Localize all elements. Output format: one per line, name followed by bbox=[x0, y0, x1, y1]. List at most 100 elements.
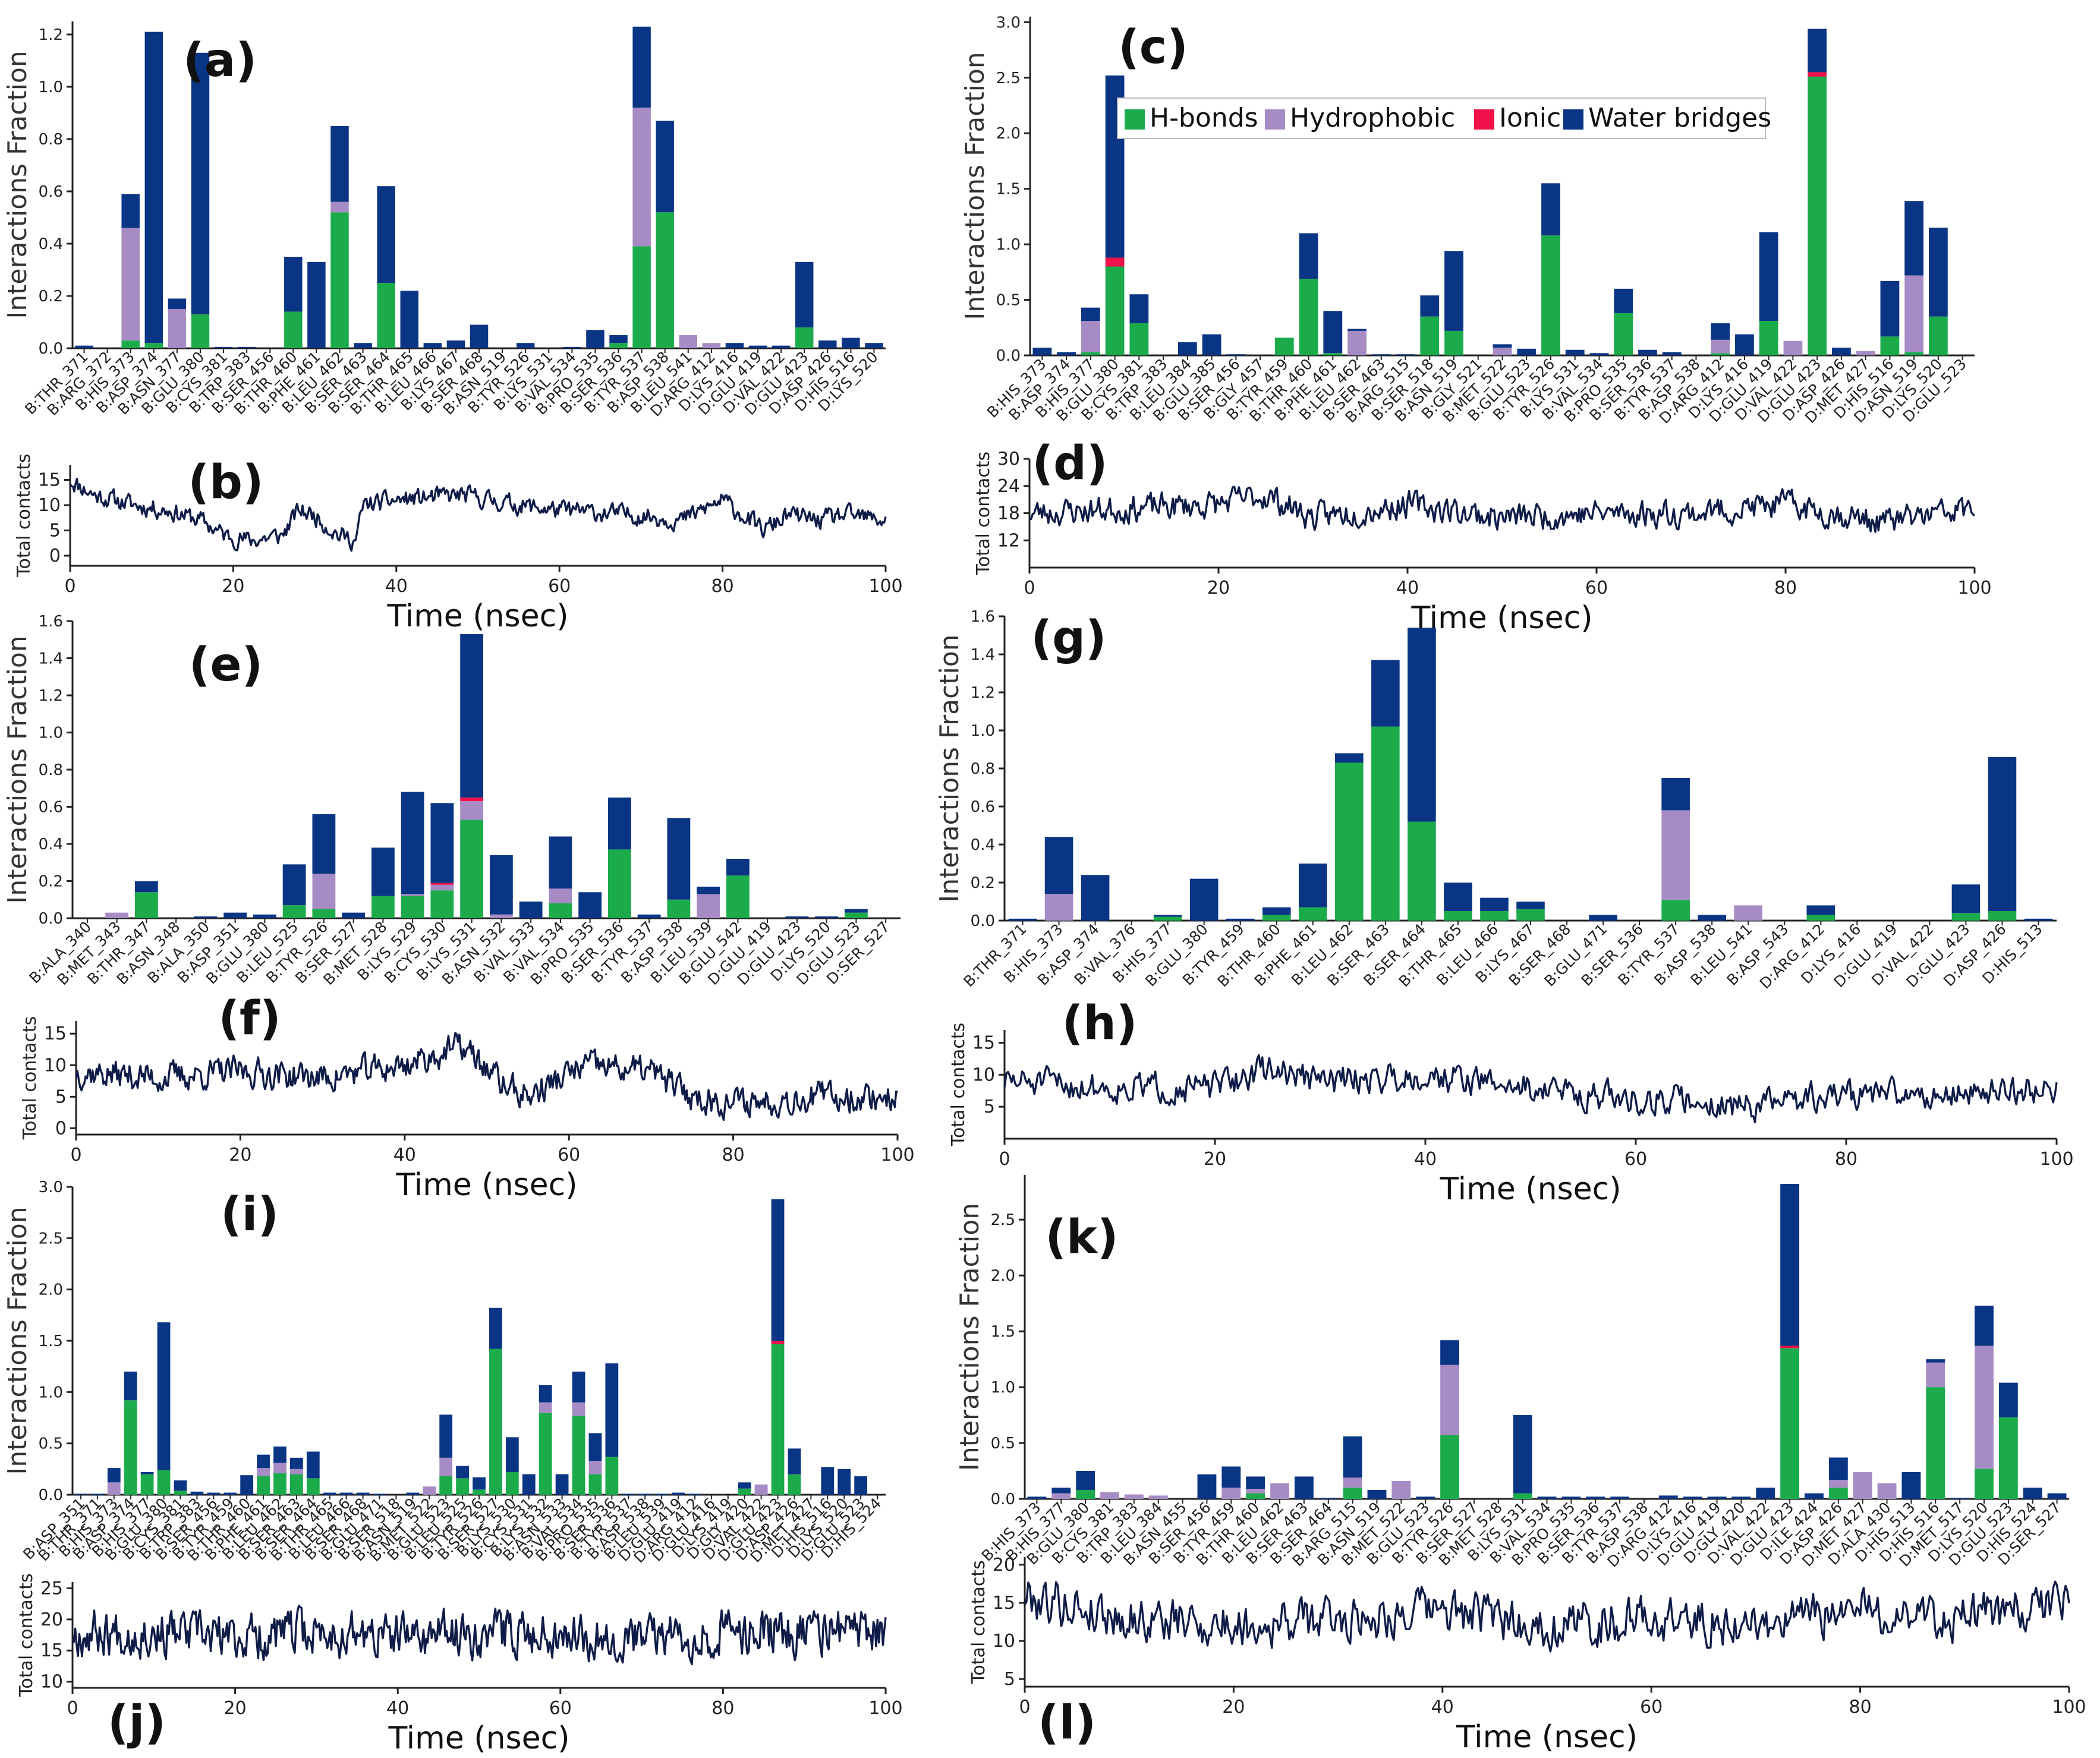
y-axis-label: Total contacts bbox=[20, 1016, 40, 1141]
bar-segment-water-bridges bbox=[572, 1371, 585, 1403]
bar-segment-h-bonds bbox=[656, 212, 674, 348]
bar-segment-h-bonds bbox=[726, 875, 750, 918]
bar-segment-hydrophobic bbox=[1081, 321, 1100, 352]
bar-segment-h-bonds bbox=[1335, 763, 1364, 921]
bar-segment-h-bonds bbox=[257, 1476, 270, 1495]
y-axis-label: Interactions Fraction bbox=[2, 51, 33, 319]
bar-segment-water-bridges bbox=[1926, 1359, 1945, 1363]
bar-segment-h-bonds bbox=[290, 1474, 303, 1495]
bar-segment-water-bridges bbox=[1493, 344, 1512, 348]
bar-segment-hydrophobic bbox=[1246, 1489, 1265, 1494]
bar-segment-h-bonds bbox=[1444, 330, 1463, 355]
y-tick-label: 15 bbox=[972, 1033, 995, 1054]
bar-segment-h-bonds bbox=[1105, 266, 1125, 355]
bar-segment-water-bridges bbox=[75, 345, 93, 348]
bar-segment-h-bonds bbox=[473, 1489, 486, 1495]
bar-segment-hydrophobic bbox=[754, 1484, 768, 1495]
bar-segment-hydrophobic bbox=[1711, 339, 1730, 354]
bar-segment-hydrophobic bbox=[1270, 1483, 1289, 1499]
bar-segment-hydrophobic bbox=[1044, 894, 1073, 921]
x-tick-label: 80 bbox=[1774, 578, 1797, 598]
bar-segment-water-bridges bbox=[1444, 883, 1472, 911]
x-tick-label: 60 bbox=[1585, 578, 1608, 598]
bar-segment-h-bonds bbox=[1129, 323, 1149, 355]
bar-segment-water-bridges bbox=[1516, 902, 1545, 909]
bar-segment-hydrophobic bbox=[572, 1402, 585, 1416]
bar-segment-h-bonds bbox=[1371, 726, 1400, 921]
bar-segment-water-bridges bbox=[423, 343, 442, 348]
bar-segment-water-bridges bbox=[1396, 354, 1415, 355]
y-tick-label: 5 bbox=[1004, 1669, 1015, 1690]
panel-label: (i) bbox=[221, 1188, 279, 1242]
bar-segment-h-bonds bbox=[1444, 911, 1472, 921]
y-tick-label: 0.4 bbox=[971, 836, 995, 854]
bar-segment-h-bonds bbox=[1440, 1435, 1459, 1499]
bar-segment-hydrophobic bbox=[273, 1463, 286, 1473]
y-tick-label: 0.6 bbox=[971, 798, 995, 816]
bar-segment-water-bridges bbox=[656, 121, 674, 213]
bar-segment-h-bonds bbox=[588, 1474, 602, 1495]
x-tick-label: 80 bbox=[1835, 1149, 1857, 1170]
bar-segment-h-bonds bbox=[1516, 909, 1545, 921]
bar-segment-water-bridges bbox=[1808, 29, 1827, 73]
bar-segment-h-bonds bbox=[1081, 352, 1100, 355]
bar-segment-water-bridges bbox=[865, 343, 883, 348]
bar-segment-h-bonds bbox=[1904, 352, 1924, 355]
y-tick-label: 1.0 bbox=[39, 78, 63, 96]
bar-segment-water-bridges bbox=[1371, 660, 1400, 727]
bar-segment-water-bridges bbox=[1589, 353, 1609, 355]
y-tick-label: 15 bbox=[40, 1640, 63, 1661]
y-tick-label: 0.5 bbox=[996, 292, 1021, 310]
bar-segment-water-bridges bbox=[586, 330, 605, 348]
x-tick-label: 100 bbox=[868, 576, 902, 597]
y-tick-label: 0.0 bbox=[991, 1491, 1015, 1508]
bar-segment-h-bonds bbox=[1513, 1493, 1532, 1499]
y-tick-label: 1.0 bbox=[996, 236, 1021, 254]
bar-segment-h-bonds bbox=[330, 212, 349, 348]
bar-segment-water-bridges bbox=[1610, 1496, 1630, 1499]
y-axis-label: Total contacts bbox=[968, 1560, 989, 1684]
y-tick-label: 1.5 bbox=[991, 1323, 1015, 1341]
chart-c: 0.0 0.5 1.0 1.5 2.0 2.5 3.0 Interactions Fracti… bbox=[960, 14, 1975, 427]
bar-segment-water-bridges bbox=[371, 848, 395, 896]
bar-segment-water-bridges bbox=[1202, 334, 1221, 355]
bar-segment-hydrophobic bbox=[401, 894, 424, 896]
bar-segment-hydrophobic bbox=[1856, 351, 1875, 355]
y-tick-label: 1.0 bbox=[971, 722, 995, 740]
bar-segment-water-bridges bbox=[157, 1322, 171, 1470]
bar-segment-water-bridges bbox=[1806, 905, 1835, 915]
bar-segment-h-bonds bbox=[1951, 913, 1981, 921]
bar-segment-water-bridges bbox=[844, 909, 868, 913]
legend-label: H-bonds bbox=[1150, 103, 1258, 133]
bar-segment-water-bridges bbox=[854, 1476, 868, 1495]
bar-segment-hydrophobic bbox=[330, 201, 349, 213]
bar-segment-h-bonds bbox=[1299, 279, 1318, 355]
x-tick-label: 100 bbox=[868, 1698, 902, 1719]
bar-segment-h-bonds bbox=[273, 1473, 286, 1495]
bar-segment-water-bridges bbox=[446, 340, 465, 348]
legend-label: Ionic bbox=[1499, 103, 1561, 133]
y-tick-label: 0.5 bbox=[991, 1435, 1015, 1453]
y-tick-label: 1.0 bbox=[39, 724, 63, 742]
y-axis-label: Total contacts bbox=[16, 1573, 37, 1697]
bar-segment-water-bridges bbox=[1367, 1489, 1387, 1499]
bar-segment-water-bridges bbox=[1513, 1415, 1532, 1494]
bar-segment-ionic bbox=[430, 883, 454, 885]
bar-segment-h-bonds bbox=[667, 899, 691, 918]
bar-segment-water-bridges bbox=[214, 346, 233, 348]
bar-segment-h-bonds bbox=[1343, 1488, 1362, 1499]
bar-segment-h-bonds bbox=[1541, 235, 1560, 355]
bar-segment-water-bridges bbox=[1008, 918, 1037, 921]
y-tick-label: 1.5 bbox=[39, 1332, 63, 1350]
bar-segment-hydrophobic bbox=[1783, 341, 1803, 355]
bar-segment-h-bonds bbox=[121, 340, 140, 348]
bar-segment-water-bridges bbox=[223, 912, 247, 918]
bar-segment-water-bridges bbox=[1440, 1340, 1459, 1365]
bar-segment-ionic bbox=[1780, 1346, 1800, 1349]
bar-segment-water-bridges bbox=[1658, 1495, 1678, 1499]
bar-segment-water-bridges bbox=[555, 1474, 569, 1495]
bar-segment-water-bridges bbox=[1044, 837, 1073, 894]
bar-segment-hydrophobic bbox=[1440, 1365, 1459, 1435]
y-tick-label: 1.5 bbox=[996, 181, 1021, 199]
x-tick-label: 20 bbox=[1207, 578, 1230, 598]
